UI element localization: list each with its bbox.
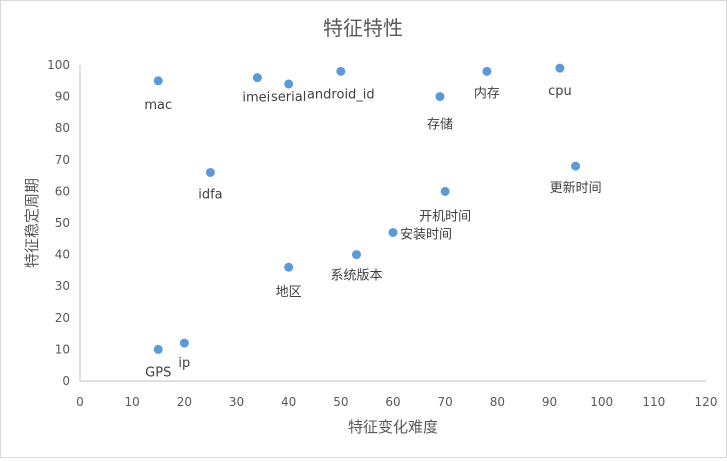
x-tick-label: 0 [76, 395, 84, 409]
data-label: ip [178, 356, 190, 371]
x-tick-label: 90 [542, 395, 557, 409]
x-tick-label: 120 [695, 395, 718, 409]
data-label: 内存 [474, 85, 500, 101]
y-tick-label: 50 [55, 216, 70, 230]
data-point [435, 92, 445, 102]
x-tick-label: 70 [438, 395, 453, 409]
data-point [555, 63, 565, 73]
x-tick-label: 100 [590, 395, 613, 409]
x-tick-label: 60 [385, 395, 400, 409]
data-label: idfa [198, 187, 222, 202]
data-label: GPS [145, 365, 171, 380]
data-label: 存储 [427, 118, 453, 133]
x-tick-label: 40 [281, 395, 296, 409]
data-label: 开机时间 [419, 209, 471, 224]
data-label: 系统版本 [330, 269, 382, 284]
x-tick-label: 10 [125, 395, 140, 409]
data-point [336, 66, 346, 76]
data-label: 安装时间 [400, 227, 452, 242]
x-axis-title: 特征变化难度 [348, 418, 438, 436]
data-label: imei [242, 91, 270, 106]
data-point [571, 161, 581, 171]
x-tick-label: 30 [229, 395, 244, 409]
data-point [153, 344, 163, 354]
x-tick-label: 80 [490, 395, 505, 409]
y-tick-label: 10 [55, 342, 70, 356]
y-tick-label: 0 [62, 374, 70, 388]
data-point [482, 66, 492, 76]
x-tick-label: 20 [177, 395, 192, 409]
y-tick-label: 70 [55, 153, 70, 167]
data-point [153, 76, 163, 86]
chart-title: 特征特性 [323, 16, 403, 40]
data-point [179, 338, 189, 348]
data-label: cpu [548, 84, 572, 99]
x-tick-label: 110 [642, 395, 665, 409]
data-label: 地区 [276, 285, 302, 300]
data-point [205, 167, 215, 177]
y-tick-label: 100 [47, 58, 70, 72]
data-label: mac [144, 98, 172, 113]
y-tick-label: 30 [55, 279, 70, 293]
data-point [284, 262, 294, 272]
data-label: serial [271, 90, 306, 105]
data-point [351, 250, 361, 260]
y-tick-label: 80 [55, 121, 70, 135]
data-label: 更新时间 [550, 180, 602, 196]
y-tick-label: 90 [55, 90, 70, 104]
y-tick-label: 60 [55, 184, 70, 198]
data-point [440, 186, 450, 196]
y-axis-title: 特征稳定周期 [23, 178, 41, 268]
y-tick-label: 20 [55, 311, 70, 325]
data-point [388, 227, 398, 237]
data-label: android_id [307, 87, 375, 102]
y-tick-label: 40 [55, 248, 70, 262]
x-tick-label: 50 [333, 395, 348, 409]
data-point [284, 79, 294, 89]
data-point [252, 73, 262, 83]
